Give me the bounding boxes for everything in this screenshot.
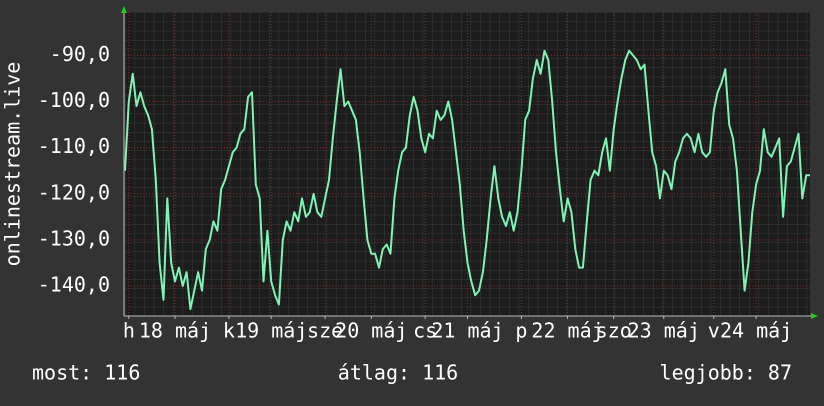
- marks: [124, 49, 810, 311]
- x-tick-label: szo: [596, 319, 632, 343]
- y-tick-label: -120,0: [38, 180, 110, 204]
- y-tick-label: -100,0: [38, 88, 110, 112]
- stat-average: átlag: 116: [338, 361, 458, 385]
- data-line: [124, 49, 810, 311]
- x-arrow: [811, 313, 818, 319]
- x-tick-label: p: [515, 319, 527, 343]
- x-tick-label: k: [223, 319, 235, 343]
- y-tick-label: -110,0: [38, 134, 110, 158]
- y-tick-label: -90,0: [50, 42, 110, 66]
- stat-current: most: 116: [32, 361, 140, 385]
- y-arrow: [121, 6, 127, 13]
- y-tick-label: -140,0: [38, 273, 110, 297]
- stat-best: legjobb: 87: [660, 361, 792, 385]
- x-tick-label: 23 máj: [628, 319, 700, 343]
- x-tick-label: sze: [307, 319, 343, 343]
- x-tick-label: v: [708, 319, 720, 343]
- x-tick-label: 18 máj: [139, 319, 211, 343]
- x-tick-label: 21 máj: [431, 319, 503, 343]
- y-axis-label: onlinestream.live: [1, 62, 25, 267]
- x-tick-label: h: [123, 319, 135, 343]
- x-tick-label: 19 máj: [235, 319, 307, 343]
- x-tick-label: 24 máj: [720, 319, 792, 343]
- y-tick-label: -130,0: [38, 226, 110, 250]
- x-tick-label: cs: [413, 319, 437, 343]
- x-tick-label: 20 máj: [335, 319, 407, 343]
- x-tick-label: 22 máj: [531, 319, 603, 343]
